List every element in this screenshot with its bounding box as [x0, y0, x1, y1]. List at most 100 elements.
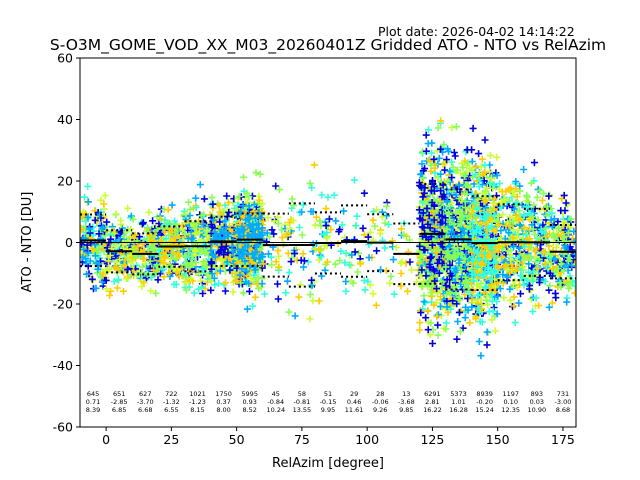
bin-mean-label: -0.81	[293, 398, 310, 406]
bin-mean-label: -2.85	[111, 398, 128, 406]
bin-scatter-points	[311, 191, 345, 305]
scatter-marker-group	[406, 258, 423, 279]
bin-std-label: 8.68	[556, 406, 570, 414]
axes: 0 25 50 75 100 125 150 175 -60 -40 -20 0 20 40 60	[53, 51, 575, 448]
y-tick-label: -20	[53, 297, 73, 312]
bin-std-label: 15.24	[475, 406, 494, 414]
bin-std-label: 6.55	[164, 406, 178, 414]
bin-count-label: 8939	[476, 390, 493, 398]
bin-mean-label: 0.71	[86, 398, 100, 406]
bin-count-label: 28	[376, 390, 384, 398]
bin-mean-label: 2.81	[425, 398, 439, 406]
scatter-marker-group	[364, 199, 391, 255]
bin-count-label: 1750	[215, 390, 232, 398]
bin-mean-label: -0.06	[372, 398, 389, 406]
scatter-marker-group	[340, 207, 358, 285]
x-tick-label: 0	[102, 432, 110, 447]
scatter-marker-group	[365, 208, 397, 274]
bin-count-label: 645	[87, 390, 99, 398]
bin-scatter-points	[128, 208, 162, 297]
bin-count-label: 1197	[502, 390, 519, 398]
scatter-marker-group	[286, 161, 318, 301]
y-tick-label: -40	[53, 358, 73, 373]
bin-count-label: 627	[139, 390, 151, 398]
x-tick-label: 75	[294, 432, 310, 447]
bin-mean-label: 1.01	[451, 398, 465, 406]
x-tick-label: 175	[551, 432, 575, 447]
bin-std-label: 9.85	[399, 406, 413, 414]
bin-count-label: 1021	[189, 390, 206, 398]
bin-count-label: 651	[113, 390, 125, 398]
chart-title: S-O3M_GOME_VOD_XX_M03_20260401Z Gridded …	[50, 36, 606, 55]
x-tick-label: 50	[229, 432, 245, 447]
scatter-marker-group	[259, 217, 292, 271]
bin-std-label: 8.52	[242, 406, 256, 414]
bin-scatter-points	[468, 124, 502, 360]
bin-mean-label: 0.93	[242, 398, 256, 406]
scatter-marker-group	[349, 249, 363, 287]
scatter-marker-group	[364, 207, 393, 286]
bin-std-label: 16.22	[423, 406, 442, 414]
bin-std-label: 16.28	[449, 406, 468, 414]
bin-count-label: 58	[298, 390, 306, 398]
scatter-marker-group	[400, 231, 413, 244]
bin-scatter-points	[180, 181, 214, 297]
scatter-marker-group	[338, 176, 369, 295]
bin-mean-label: -0.20	[476, 398, 493, 406]
bin-scatter-points	[285, 161, 319, 323]
bin-mean-label: -3.70	[137, 398, 154, 406]
bin-mean-label: -1.23	[189, 398, 206, 406]
y-axis-label: ATO - NTO [DU]	[20, 192, 35, 293]
scatter-marker-group	[286, 217, 318, 323]
scatter-marker-group	[371, 202, 395, 280]
bin-std-label: 8.00	[216, 406, 230, 414]
bin-count-label: 893	[531, 390, 543, 398]
bin-statistics: 6450.718.39651-2.856.85627-3.706.68722-1…	[86, 390, 572, 414]
bin-mean-label: 0.46	[347, 398, 361, 406]
bin-scatter-points	[338, 176, 369, 295]
bin-mean-label: 0.37	[216, 398, 230, 406]
bin-mean-label: -1.32	[163, 398, 180, 406]
x-axis-label: RelAzim [degree]	[272, 456, 384, 471]
x-tick-label: 150	[486, 432, 510, 447]
scatter-marker-group	[468, 155, 501, 323]
scatter-marker-group	[366, 206, 394, 298]
bin-count-label: 13	[402, 390, 410, 398]
bin-count-label: 29	[350, 390, 358, 398]
bin-scatter-points	[364, 199, 397, 309]
scatter-marker-group	[442, 123, 475, 336]
bin-mean-label: -0.84	[267, 398, 284, 406]
scatter-marker-group	[287, 250, 316, 284]
bin-count-label: 731	[557, 390, 569, 398]
scatter-marker-group	[263, 225, 291, 285]
y-tick-label: 40	[57, 112, 73, 127]
bin-mean-label: -3.00	[555, 398, 572, 406]
scatter-marker-group	[322, 215, 344, 249]
bin-count-label: 6291	[424, 390, 441, 398]
y-tick-label: 60	[57, 51, 73, 66]
scatter-marker-group	[390, 219, 408, 298]
bin-std-label: 6.85	[112, 406, 126, 414]
bin-scatter-points	[494, 166, 528, 327]
bin-scatter-points	[233, 169, 267, 313]
y-tick-label: 0	[65, 235, 73, 250]
scatter-marker-group	[343, 189, 368, 263]
scatter-marker-group	[285, 179, 314, 316]
bin-std-label: 8.15	[190, 406, 204, 414]
bin-std-label: 9.26	[373, 406, 387, 414]
bin-count-label: 5995	[241, 390, 258, 398]
x-tick-label: 100	[355, 432, 379, 447]
bin-std-label: 6.68	[138, 406, 152, 414]
bin-mean-label: 0.10	[503, 398, 517, 406]
bin-count-label: 51	[324, 390, 332, 398]
bin-std-label: 12.35	[501, 406, 520, 414]
bin-mean-label: -0.15	[320, 398, 337, 406]
scatter-marker-group	[317, 191, 345, 261]
scatter-marker-group	[128, 225, 162, 287]
bin-scatter-points	[259, 182, 292, 303]
scatter-marker-group	[261, 253, 290, 298]
bin-scatter-points	[546, 191, 576, 307]
bin-scatter-points	[80, 182, 110, 293]
bin-count-label: 722	[165, 390, 177, 398]
